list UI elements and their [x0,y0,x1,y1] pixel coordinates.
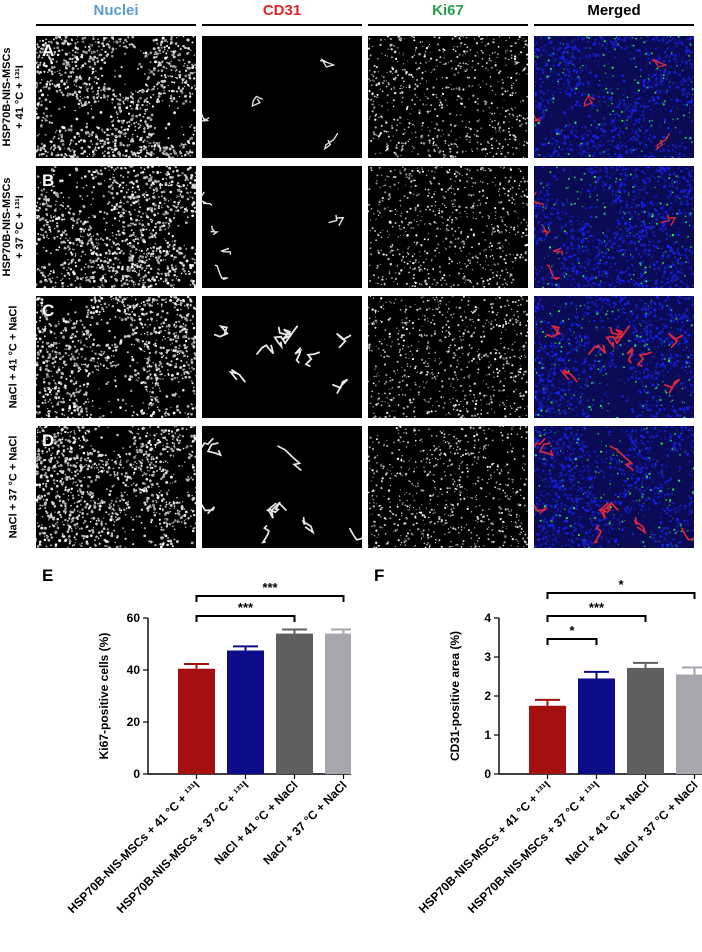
significance-bracket [546,592,696,599]
x-tick-label: NaCl + 41 °C + NaCl [562,778,651,867]
bar [276,633,313,774]
micrograph-merged-a [534,36,694,158]
y-tick-label: 0 [133,767,140,781]
micrograph-cd31-a [202,36,362,158]
significance-bracket [546,615,647,622]
bar [227,650,264,774]
row-label-b: HSP70B-NIS-MSCs + 37 °C + ¹³¹I [1,177,26,277]
column-rule [202,24,362,26]
bar [325,633,351,774]
micrograph-ki67-d [368,426,528,548]
significance-bracket [195,615,296,622]
y-axis-label: CD31-positive area (%) [448,631,462,761]
significance-label: * [569,623,575,638]
panel-letter-c: C [42,301,55,320]
bar [627,667,664,774]
micrograph-nuclei-a: A [36,36,196,158]
significance-label: *** [238,600,254,615]
micrograph-cd31-d [202,426,362,548]
column-title-cd31: CD31 [262,2,302,19]
significance-bracket [195,595,345,602]
significance-label: *** [589,600,605,615]
micrograph-ki67-b [368,166,528,288]
row-label-a: HSP70B-NIS-MSCs + 41 °C + ¹³¹I [1,47,26,147]
significance-label: *** [262,580,278,595]
y-axis-label: Ki67-positive cells (%) [97,633,111,760]
column-rule [36,24,196,26]
y-tick-label: 60 [127,611,141,625]
micrograph-merged-d [534,426,694,548]
panel-letter-e: E [42,566,54,585]
row-label-d: NaCl + 37 °C + NaCl [7,435,20,539]
micrograph-nuclei-b: B [36,166,196,288]
column-title-merged: Merged [587,2,641,19]
micrograph-merged-b [534,166,694,288]
bar [529,705,566,774]
column-rule [534,24,694,26]
y-tick-label: 4 [484,611,491,625]
significance-label: * [618,577,624,592]
x-tick-label: NaCl + 37 °C + NaCl [260,778,349,867]
y-tick-label: 20 [127,715,141,729]
bar [178,668,215,774]
bar [578,678,615,774]
micrograph-cd31-b [202,166,362,288]
x-tick-label: NaCl + 37 °C + NaCl [611,778,700,867]
micrograph-merged-c [534,296,694,418]
column-title-ki67: Ki67 [432,2,464,19]
micrograph-ki67-c [368,296,528,418]
significance-bracket [546,638,598,645]
row-label-c: NaCl + 41 °C + NaCl [7,305,20,409]
y-tick-label: 0 [484,767,491,781]
bar [676,674,702,774]
panel-letter-d: D [42,431,55,450]
panel-letter-b: B [42,171,55,190]
column-title-nuclei: Nuclei [93,2,139,19]
y-tick-label: 2 [484,689,491,703]
micrograph-nuclei-c: C [36,296,196,418]
panel-letter-a: A [42,41,55,60]
y-tick-label: 40 [127,663,141,677]
column-rule [368,24,528,26]
panel-letter-f: F [374,566,385,585]
y-tick-label: 3 [484,650,491,664]
y-tick-label: 1 [484,728,491,742]
micrograph-cd31-c [202,296,362,418]
micrograph-nuclei-d: D [36,426,196,548]
x-tick-label: NaCl + 41 °C + NaCl [211,778,300,867]
micrograph-ki67-a [368,36,528,158]
